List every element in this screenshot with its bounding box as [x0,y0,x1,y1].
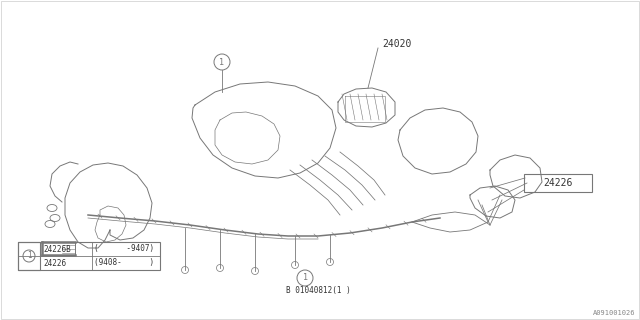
Text: B 01040812(1 ): B 01040812(1 ) [285,285,350,294]
Text: 24226: 24226 [543,178,573,188]
Bar [18,242,160,270]
Text: (9408-      ): (9408- ) [94,259,154,268]
Text: 1: 1 [27,252,31,260]
FancyBboxPatch shape [524,174,592,192]
Text: 24226: 24226 [43,259,66,268]
Text: 1: 1 [303,274,307,283]
Text: (      -9407): ( -9407) [94,244,154,253]
Text: A091001026: A091001026 [593,310,635,316]
Text: 1: 1 [220,58,225,67]
Bar [18,242,40,270]
Text: 24020: 24020 [382,39,412,49]
Text: 24226B: 24226B [43,244,71,253]
